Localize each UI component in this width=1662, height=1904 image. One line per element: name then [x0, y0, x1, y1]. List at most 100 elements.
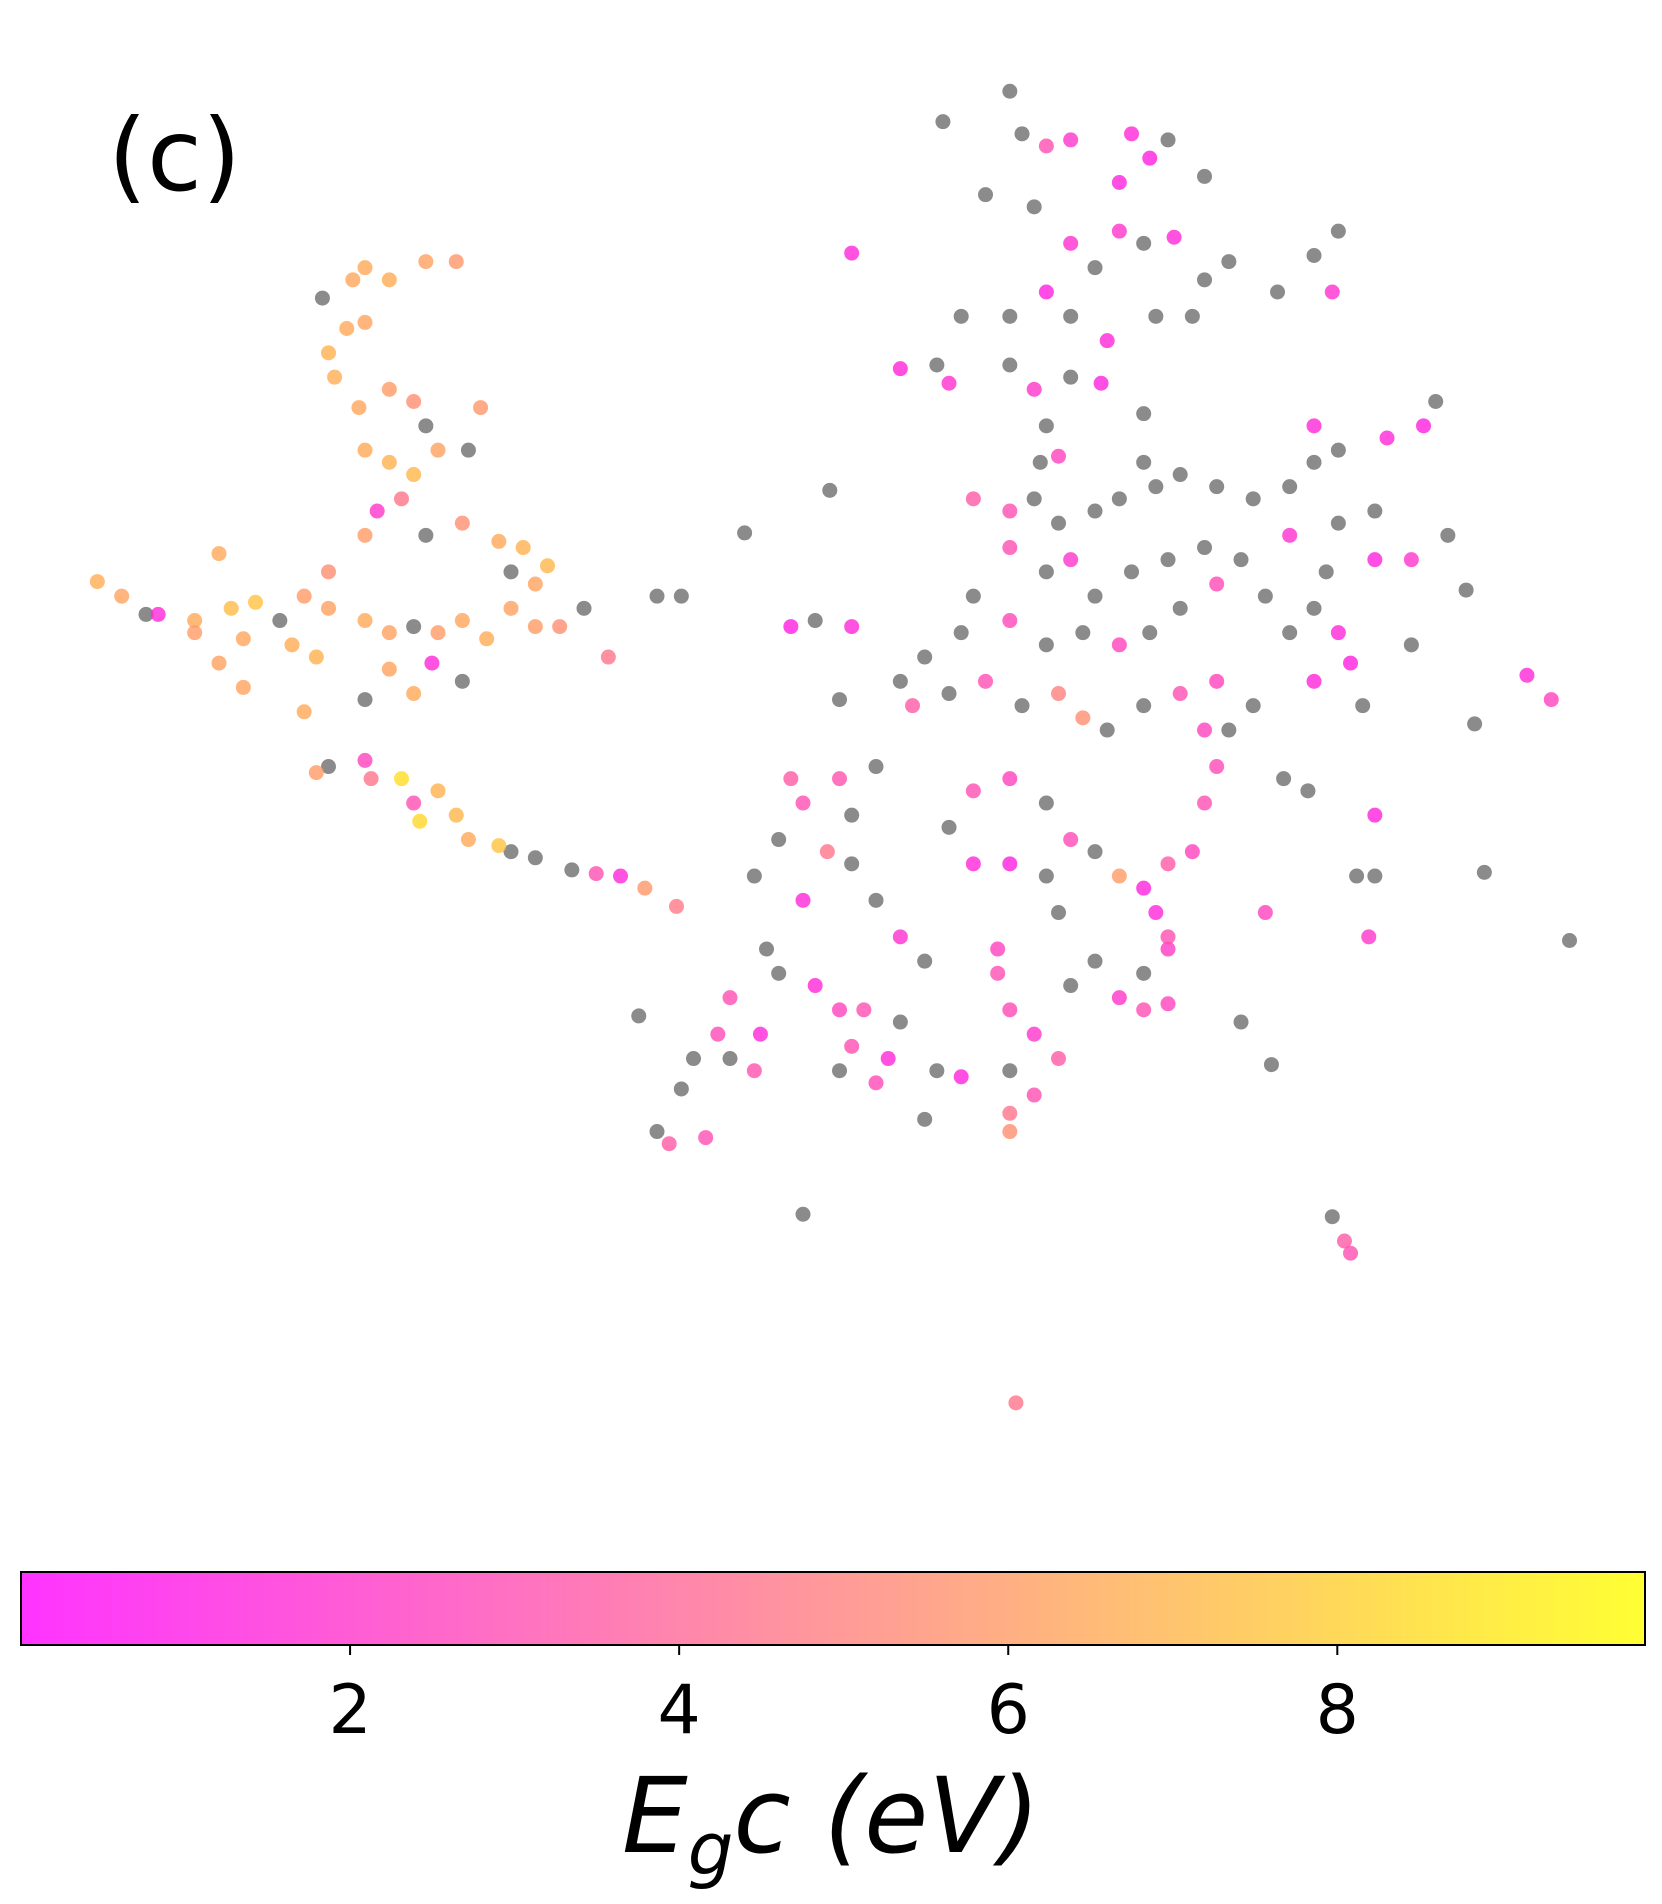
- scatter-point: [321, 600, 337, 616]
- scatter-point: [771, 832, 787, 848]
- scatter-point: [1428, 394, 1444, 410]
- scatter-point: [296, 588, 312, 604]
- scatter-point: [211, 655, 227, 671]
- scatter-point: [795, 892, 811, 908]
- scatter-point: [1367, 807, 1383, 823]
- scatter-point: [503, 564, 519, 580]
- scatter-point: [1330, 442, 1346, 458]
- scatter-point: [150, 606, 166, 622]
- scatter-point: [844, 807, 860, 823]
- scatter-point: [1355, 698, 1371, 714]
- scatter-point: [649, 1124, 665, 1140]
- scatter-point: [321, 759, 337, 775]
- scatter-point: [1184, 308, 1200, 324]
- scatter-point: [631, 1008, 647, 1024]
- scatter-point: [868, 1075, 884, 1091]
- scatter-point: [746, 868, 762, 884]
- scatter-point: [1257, 588, 1273, 604]
- scatter-point: [448, 807, 464, 823]
- scatter-point: [1111, 637, 1127, 653]
- scatter-point: [844, 619, 860, 635]
- scatter-point: [1367, 868, 1383, 884]
- scatter-point: [430, 783, 446, 799]
- scatter-point: [917, 1111, 933, 1127]
- scatter-point: [1306, 600, 1322, 616]
- colorbar-tick-label: 4: [658, 1671, 701, 1750]
- scatter-point: [686, 1051, 702, 1067]
- scatter-point: [819, 844, 835, 860]
- scatter-point: [746, 1063, 762, 1079]
- scatter-point: [613, 868, 629, 884]
- scatter-point: [1111, 223, 1127, 239]
- scatter-point: [187, 613, 203, 629]
- scatter-point: [515, 540, 531, 556]
- scatter-point: [1160, 941, 1176, 957]
- scatter-point: [89, 574, 105, 590]
- label-rest: c (eV): [733, 1755, 1040, 1877]
- scatter-point: [1282, 527, 1298, 543]
- scatter-point: [1087, 588, 1103, 604]
- scatter-point: [673, 588, 689, 604]
- scatter-point: [978, 187, 994, 203]
- scatter-point: [929, 1063, 945, 1079]
- scatter-point: [1099, 722, 1115, 738]
- scatter-point: [1038, 138, 1054, 154]
- scatter-point: [822, 482, 838, 498]
- scatter-point: [540, 558, 556, 574]
- scatter-point: [1075, 625, 1091, 641]
- scatter-point: [1136, 235, 1152, 251]
- scatter-point: [1136, 406, 1152, 422]
- scatter-point: [454, 613, 470, 629]
- scatter-point: [965, 588, 981, 604]
- scatter-point: [1343, 1245, 1359, 1261]
- scatter-point: [491, 533, 507, 549]
- scatter-point: [668, 898, 684, 914]
- scatter-point: [832, 692, 848, 708]
- scatter-point: [1032, 454, 1048, 470]
- label-sub: g: [688, 1807, 734, 1891]
- scatter-point: [710, 1026, 726, 1042]
- scatter-point: [406, 394, 422, 410]
- scatter-point: [394, 771, 410, 787]
- scatter-point: [1026, 1026, 1042, 1042]
- scatter-point: [953, 625, 969, 641]
- scatter-point: [1209, 576, 1225, 592]
- scatter-point: [1002, 503, 1018, 519]
- scatter-point: [381, 454, 397, 470]
- scatter-point: [1306, 248, 1322, 264]
- scatter-point: [394, 491, 410, 507]
- scatter-point: [1300, 783, 1316, 799]
- scatter-point: [327, 369, 343, 385]
- scatter-point: [1142, 150, 1158, 166]
- scatter-point: [1063, 235, 1079, 251]
- scatter-point: [381, 625, 397, 641]
- scatter-point: [1458, 582, 1474, 598]
- scatter-point: [1111, 175, 1127, 191]
- scatter-point: [1111, 990, 1127, 1006]
- scatter-point: [1002, 1124, 1018, 1140]
- scatter-point: [430, 442, 446, 458]
- scatter-point: [1245, 698, 1261, 714]
- scatter-point: [454, 673, 470, 689]
- scatter-point: [990, 965, 1006, 981]
- scatter-point: [248, 594, 264, 610]
- panel-label: (c): [108, 97, 241, 214]
- scatter-point: [211, 546, 227, 562]
- scatter-point: [1148, 479, 1164, 495]
- scatter-point: [1136, 965, 1152, 981]
- scatter-point: [1026, 491, 1042, 507]
- scatter-point: [1172, 600, 1188, 616]
- scatter-point: [892, 929, 908, 945]
- scatter-point: [1136, 880, 1152, 896]
- scatter-point: [1063, 978, 1079, 994]
- scatter-point: [1379, 430, 1395, 446]
- scatter-point: [1562, 933, 1578, 949]
- scatter-point: [418, 254, 434, 270]
- scatter-point: [345, 272, 361, 288]
- scatter-point: [1367, 503, 1383, 519]
- scatter-point: [1002, 613, 1018, 629]
- scatter-point: [1330, 625, 1346, 641]
- scatter-point: [1038, 284, 1054, 300]
- scatter-point: [1038, 795, 1054, 811]
- scatter-point: [1087, 503, 1103, 519]
